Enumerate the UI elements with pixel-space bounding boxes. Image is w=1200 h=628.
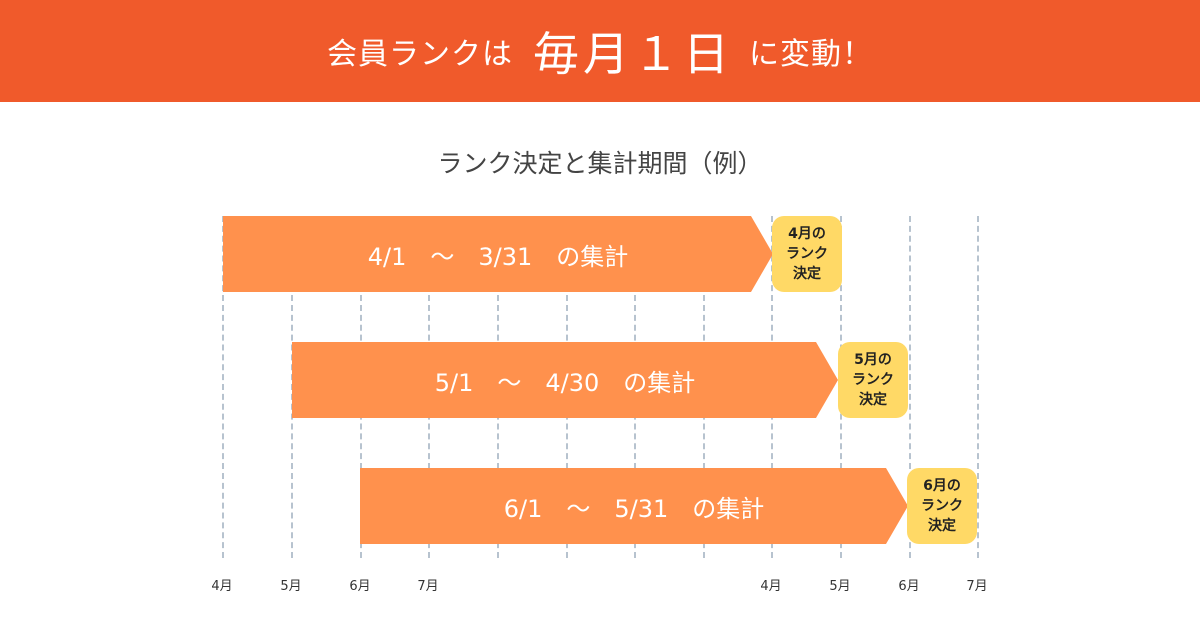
- diagram-title: ランク決定と集計期間（例）: [437, 149, 763, 178]
- month-tick: 4月: [760, 579, 782, 594]
- header-banner: 会員ランクは 毎月１日 に変動！: [0, 0, 1200, 102]
- gridline: [909, 216, 911, 558]
- header-prefix: 会員ランクは: [327, 37, 513, 72]
- period-bar-june: 6/1 ～ 5/31 の集計: [360, 468, 908, 544]
- period-bar-may: 5/1 ～ 4/30 の集計: [292, 342, 838, 418]
- month-tick: 7月: [417, 579, 439, 594]
- rank-badge-may: 5月の ランク 決定: [838, 342, 908, 418]
- month-tick: 5月: [280, 579, 302, 594]
- header-suffix: に変動！: [749, 37, 873, 72]
- month-tick: 5月: [829, 579, 851, 594]
- month-tick: 6月: [898, 579, 920, 594]
- month-tick: 4月: [211, 579, 233, 594]
- month-tick: 6月: [349, 579, 371, 594]
- header-emphasis: 毎月１日: [533, 27, 733, 81]
- month-tick: 7月: [966, 579, 988, 594]
- gridline: [222, 216, 224, 558]
- rank-badge-june: 6月の ランク 決定: [907, 468, 977, 544]
- gridline: [977, 216, 979, 558]
- period-bar-april: 4/1 ～ 3/31 の集計: [223, 216, 773, 292]
- rank-badge-april: 4月の ランク 決定: [772, 216, 842, 292]
